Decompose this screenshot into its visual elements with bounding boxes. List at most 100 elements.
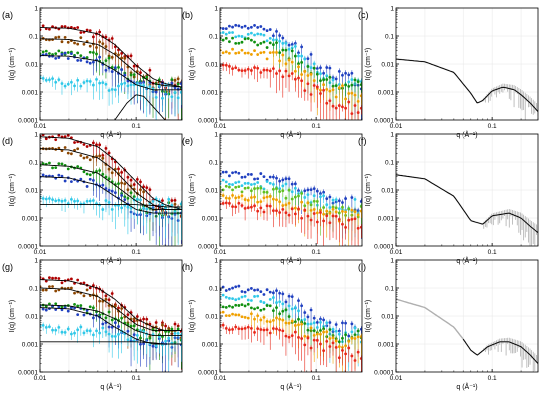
data-point [262,307,266,311]
data-point [265,39,269,43]
data-point [303,343,307,347]
data-point [278,187,282,191]
data-point [234,42,238,45]
data-point [243,37,247,41]
data-point [334,84,338,87]
data-point [110,318,114,322]
data-point [253,317,256,321]
data-point [48,27,51,31]
data-point [359,205,362,208]
x-axis-label: q (Å⁻¹) [280,256,301,265]
data-point [98,169,102,172]
data-point [237,201,241,205]
data-point [234,185,238,189]
data-point [123,73,127,77]
data-point [228,182,231,186]
y-axis-label: I(q) (cm⁻¹) [9,48,16,80]
data-point [91,306,95,310]
data-point [306,322,310,326]
data-point [322,318,326,322]
data-point [221,305,225,309]
grid [40,7,182,121]
data-point [281,309,285,313]
data-point [315,199,319,203]
data-point [120,170,124,174]
data-point [315,67,319,70]
data-point [132,333,136,337]
data-point [234,35,238,39]
data-point [271,327,275,330]
data-point [347,346,351,350]
y-tick-label: 0.001 [22,89,39,96]
data-point [278,312,282,316]
data-point [126,313,130,317]
data-point [73,302,76,306]
data-point [356,350,360,354]
data-point [120,206,124,210]
data-point [312,329,316,333]
data-point [237,185,241,189]
data-point [334,339,338,343]
data-point [359,106,362,110]
data-point [82,331,86,335]
data-point [44,308,48,312]
y-tick-label: 0.1 [385,159,394,166]
data-point [344,344,347,348]
series-3 [220,184,362,241]
data-point [41,323,45,327]
data-point [337,211,341,215]
data-point [334,210,338,214]
data-point [268,181,272,185]
data-point [284,48,288,52]
data-point [271,209,275,213]
fit-line-2 [40,38,182,88]
data-point [306,65,310,68]
data-point [300,61,304,64]
data-point [344,225,347,229]
data-point [54,308,58,311]
data-point [281,318,285,322]
data-point [117,65,120,69]
data-point [85,79,89,83]
data-point [356,80,360,84]
data-point [356,329,360,333]
data-point [69,286,73,290]
data-point [325,101,329,105]
data-point [54,328,58,332]
data-point [79,304,83,307]
data-point [54,36,58,39]
data-point [224,27,228,30]
x-tick-label: 0.01 [390,249,403,256]
data-point [328,221,332,225]
data-point [237,195,241,199]
data-point [293,195,297,199]
data-point [95,169,98,173]
data-point [315,189,319,193]
data-point [337,199,341,203]
data-point [79,31,83,34]
data-point [69,306,73,310]
data-point [265,304,269,307]
data-point [303,204,307,208]
data-point [347,84,351,88]
data-point [243,316,247,319]
data-point [337,83,341,86]
x-tick-label: 0.1 [488,249,497,256]
series-2 [220,178,362,240]
data-point [290,46,294,50]
data-point [237,51,241,55]
data-point [237,24,241,28]
data-point [341,73,344,77]
data-point [243,175,247,179]
data-point [148,188,152,192]
data-point [259,318,263,322]
data-point [173,91,177,94]
data-point [312,212,316,215]
y-axis-label: I(q) (cm⁻¹) [365,300,372,332]
data-point [88,173,92,177]
x-tick-label: 0.1 [132,123,141,130]
data-point [284,203,288,207]
data-point [101,156,105,160]
data-point [275,30,278,33]
data-point [57,56,61,59]
